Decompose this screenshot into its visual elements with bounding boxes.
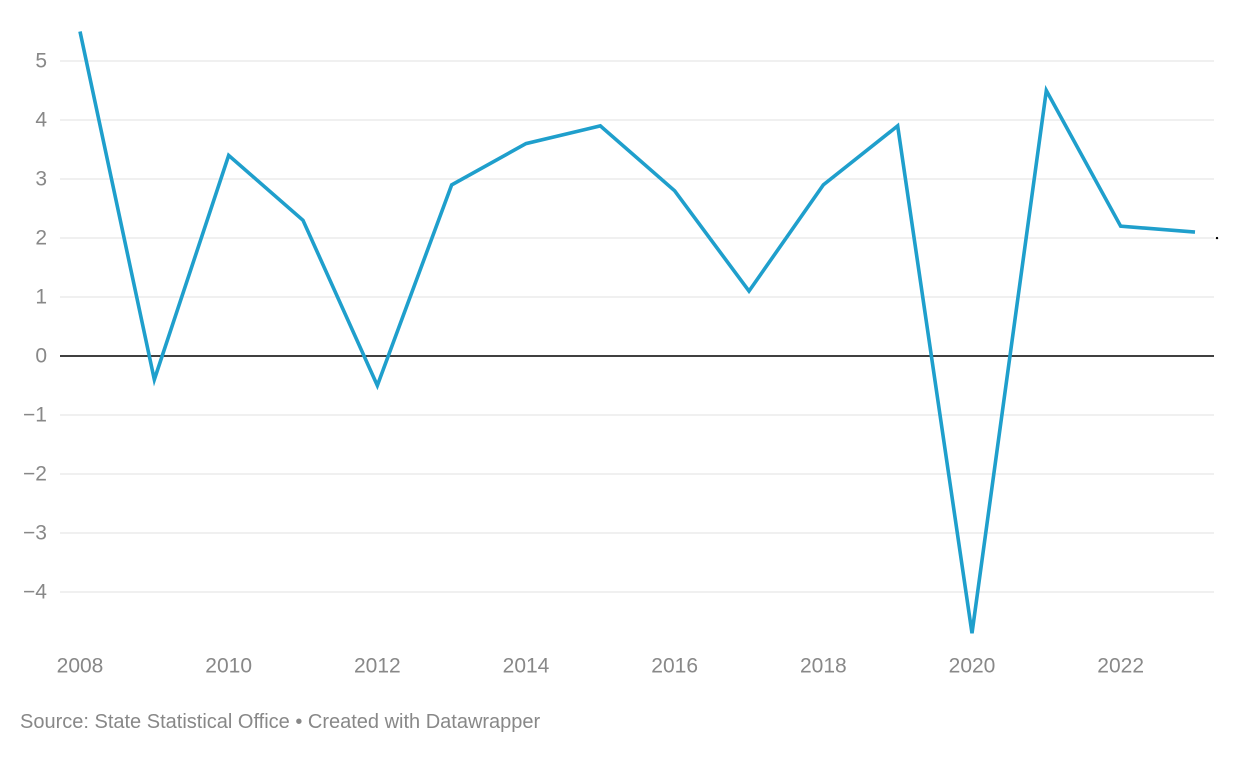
x-tick-label: 2022 (1097, 655, 1144, 678)
series-line (78, 31, 1196, 634)
y-tick-label: 5 (35, 50, 47, 73)
y-tick-label: −2 (23, 463, 47, 486)
x-tick-label: 2014 (503, 655, 550, 678)
y-tick-label: −3 (23, 522, 47, 545)
y-tick-label: 0 (35, 345, 47, 368)
x-tick-label: 2018 (800, 655, 847, 678)
y-tick-label: 3 (35, 168, 47, 191)
y-tick-label: −4 (23, 581, 47, 604)
grid (60, 60, 1214, 593)
series (78, 31, 1219, 634)
y-axis-ticks: 5 4 3 2 1 0 −1 −2 −3 −4 (23, 50, 47, 604)
y-tick-label: 2 (35, 227, 47, 250)
x-tick-label: 2016 (651, 655, 698, 678)
x-tick-label: 2008 (57, 655, 104, 678)
y-tick-label: 4 (35, 109, 47, 132)
chart-source-footer: Source: State Statistical Office • Creat… (20, 711, 541, 733)
x-tick-label: 2012 (354, 655, 401, 678)
end-marker-dot (1215, 236, 1219, 240)
y-tick-label: −1 (23, 404, 47, 427)
x-axis-ticks: 2008 2010 2012 2014 2016 2018 2020 2022 (57, 655, 1144, 678)
y-tick-label: 1 (35, 286, 47, 309)
x-tick-label: 2020 (949, 655, 996, 678)
x-tick-label: 2010 (205, 655, 252, 678)
